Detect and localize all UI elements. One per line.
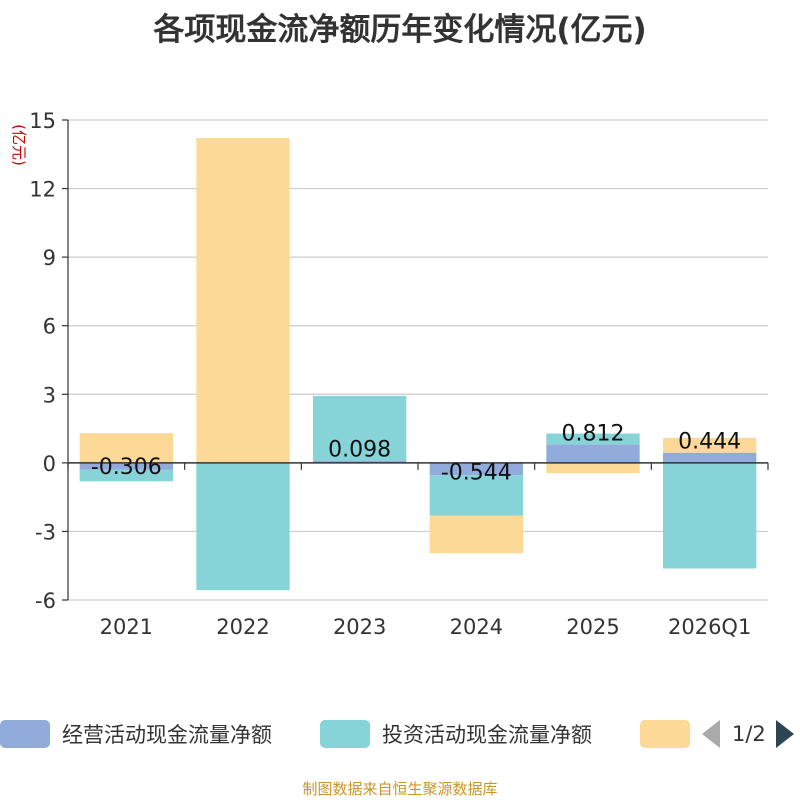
bar-financing-2026Q1 xyxy=(663,437,757,453)
legend-label: 经营活动现金流量净额 xyxy=(62,723,272,747)
y-axis-label: (亿元) xyxy=(10,124,28,166)
legend-swatch xyxy=(0,720,50,748)
data-label: 0.444 xyxy=(678,430,741,455)
x-tick-label: 2026Q1 xyxy=(668,615,751,639)
source-footer: 制图数据来自恒生聚源数据库 xyxy=(302,780,498,798)
pager-next-icon[interactable] xyxy=(775,720,794,748)
bar-investing-2023 xyxy=(313,395,407,461)
x-tick-label: 2022 xyxy=(216,615,269,639)
bar-financing-2025 xyxy=(546,462,640,474)
x-tick-label: 2025 xyxy=(566,615,619,639)
grid-lines xyxy=(68,119,768,601)
legend-pager: 1/2 xyxy=(700,716,800,752)
bar-financing-2022 xyxy=(196,138,290,463)
y-tick-label: 0 xyxy=(43,452,56,476)
data-label: -0.544 xyxy=(441,460,512,485)
bar-investing-2024 xyxy=(429,475,523,516)
legend-label: 投资活动现金流量净额 xyxy=(382,723,592,747)
y-tick-label: 15 xyxy=(29,109,56,133)
y-tick-label: -6 xyxy=(35,589,56,613)
bar-investing-2021 xyxy=(79,469,173,482)
legend-item-operating[interactable]: 经营活动现金流量净额 xyxy=(0,716,272,752)
data-label: 0.098 xyxy=(328,438,391,463)
legend-swatch xyxy=(640,720,690,748)
bar-operating-2021 xyxy=(79,462,173,470)
bar-financing-2021 xyxy=(79,433,173,463)
bar-investing-2022 xyxy=(196,462,290,591)
bar-operating-2026Q1 xyxy=(663,452,757,463)
data-label: -0.306 xyxy=(91,455,162,480)
x-tick-label: 2021 xyxy=(100,615,153,639)
data-labels: -0.306 0.098 -0.544 0.812 0.444 xyxy=(91,421,741,485)
bar-operating-2023 xyxy=(313,460,407,463)
chart-plot: 15 12 9 6 3 0 -3 -6 2021 2022 2023 2024 2025 2026Q1 -… xyxy=(10,109,769,639)
y-tick-label: 3 xyxy=(43,383,56,407)
legend-swatch xyxy=(320,720,370,748)
legend-item-financing[interactable] xyxy=(640,716,702,752)
bar-investing-2025 xyxy=(546,433,640,445)
chart-title: 各项现金流净额历年变化情况(亿元) xyxy=(153,12,647,48)
y-tick-label: 6 xyxy=(43,315,56,339)
x-tick-label: 2024 xyxy=(450,615,503,639)
y-tick-label: 9 xyxy=(43,246,56,270)
y-tick-label: -3 xyxy=(35,520,56,544)
bar-operating-2025 xyxy=(546,444,640,463)
bars xyxy=(79,138,757,591)
data-label: 0.812 xyxy=(562,421,625,446)
axes: 15 12 9 6 3 0 -3 -6 2021 2022 2023 2024 2025 2026Q1 xyxy=(29,109,769,639)
legend-item-investing[interactable]: 投资活动现金流量净额 xyxy=(320,716,592,752)
bar-investing-2026Q1 xyxy=(663,462,757,569)
pager-text: 1/2 xyxy=(732,722,766,746)
pager-prev-icon[interactable] xyxy=(702,720,720,748)
bar-operating-2024 xyxy=(429,462,523,476)
y-tick-label: 12 xyxy=(29,178,56,202)
bar-financing-2024 xyxy=(429,515,523,554)
legend: 经营活动现金流量净额 投资活动现金流量净额 xyxy=(0,716,800,752)
x-tick-label: 2023 xyxy=(333,615,386,639)
